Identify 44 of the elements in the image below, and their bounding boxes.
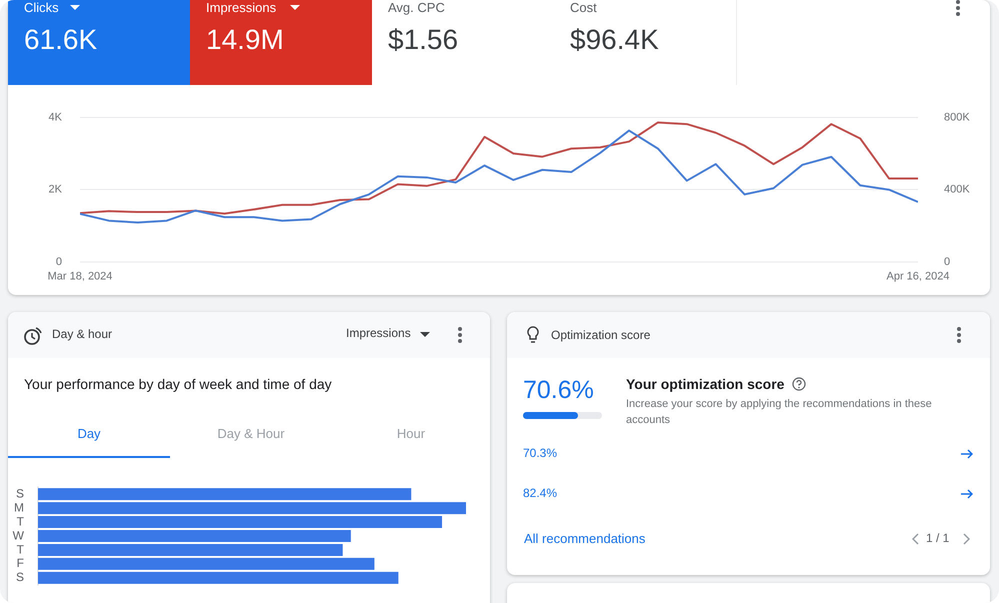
text: 70.3% [523, 446, 558, 460]
bar [38, 530, 351, 542]
x-tick-label: Mar 18, 2024 [48, 270, 112, 282]
bar [38, 572, 398, 584]
bar [38, 544, 343, 556]
bar [38, 502, 466, 514]
text: 1 / 1 [926, 531, 950, 545]
y-tick-label: W [12, 528, 25, 542]
y2-tick-label: 400K [944, 184, 970, 196]
y2-tick-label: 0 [944, 256, 950, 268]
text: 14.9M [206, 24, 284, 55]
text: Day [76, 426, 102, 441]
x-tick-label: Apr 16, 2024 [886, 270, 950, 282]
category-label: Impressions [206, 0, 276, 15]
bar [38, 516, 442, 528]
y2-tick-label: 800K [944, 112, 970, 124]
y-tick-label: 2K [48, 184, 63, 196]
chart-title: Day & hour [52, 327, 112, 341]
chart-subtitle: Your performance by day of week and time of day [24, 376, 332, 392]
text: $1.56 [388, 24, 458, 55]
category-label: Clicks [24, 0, 59, 15]
y-tick-label: T [16, 542, 25, 556]
category-label: Cost [570, 0, 597, 15]
y-tick-label: 0 [56, 256, 62, 268]
category-label: Avg. CPC [388, 0, 445, 15]
text: 82.4% [523, 486, 558, 500]
bar [38, 488, 412, 500]
text: 61.6K [24, 24, 98, 55]
y-tick-label: S [16, 570, 24, 584]
text: Optimization score [551, 328, 650, 342]
text: Your optimization score [626, 376, 784, 392]
text: $96.4K [570, 24, 659, 55]
y-tick-label: S [16, 486, 24, 500]
y-tick-label: F [16, 556, 24, 570]
text: 70.6% [523, 376, 594, 405]
text: Day & Hour [216, 426, 286, 441]
y-tick-label: 4K [48, 112, 63, 124]
bar [38, 558, 374, 570]
text: All recommendations [524, 531, 646, 546]
y-tick-label: T [16, 514, 25, 528]
text: Impressions [346, 326, 411, 340]
text: Increase your score by applying the recommendations in these accounts [626, 397, 933, 428]
text: Hour [396, 426, 426, 441]
y-tick-label: M [14, 500, 24, 514]
